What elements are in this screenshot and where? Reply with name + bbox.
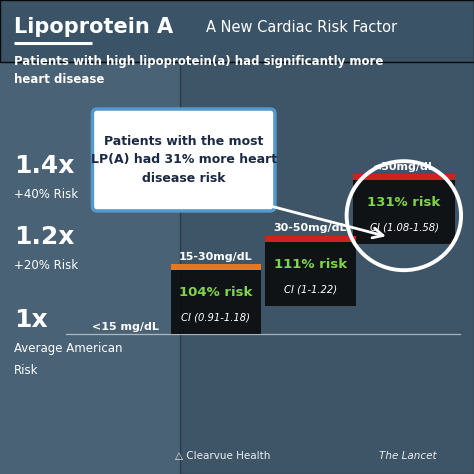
Text: 1x: 1x [14,308,48,332]
FancyBboxPatch shape [171,270,261,334]
Text: +20% Risk: +20% Risk [14,259,78,272]
FancyBboxPatch shape [0,0,474,62]
Text: Patients with high lipoprotein(a) had significantly more
heart disease: Patients with high lipoprotein(a) had si… [14,55,383,86]
Text: CI (0.91-1.18): CI (0.91-1.18) [181,312,250,322]
Text: 30-50mg/dL: 30-50mg/dL [273,223,347,234]
Text: 1.4x: 1.4x [14,154,74,178]
FancyBboxPatch shape [353,174,455,180]
Text: <15 mg/dL: <15 mg/dL [92,322,159,332]
FancyBboxPatch shape [353,180,455,244]
FancyBboxPatch shape [171,264,261,270]
FancyBboxPatch shape [180,57,474,474]
Text: <50mg/dL: <50mg/dL [373,162,436,172]
Text: CI (1.08-1.58): CI (1.08-1.58) [370,222,438,232]
Text: △ Clearvue Health: △ Clearvue Health [175,451,271,461]
Text: Patients with the most
LP(A) had 31% more heart
disease risk: Patients with the most LP(A) had 31% mor… [91,135,277,185]
Text: 1.2x: 1.2x [14,225,74,249]
Text: Lipoprotein A: Lipoprotein A [14,17,173,37]
Text: 104% risk: 104% risk [179,286,252,299]
Text: 131% risk: 131% risk [367,196,441,209]
Text: CI (1-1.22): CI (1-1.22) [284,284,337,294]
FancyBboxPatch shape [92,109,275,211]
Text: Average American: Average American [14,342,123,355]
Text: The Lancet: The Lancet [379,451,437,461]
Text: 15-30mg/dL: 15-30mg/dL [179,252,253,262]
Text: Risk: Risk [14,364,39,377]
Text: A New Cardiac Risk Factor: A New Cardiac Risk Factor [206,19,397,35]
FancyBboxPatch shape [265,236,356,242]
Text: +40% Risk: +40% Risk [14,188,78,201]
FancyBboxPatch shape [265,242,356,306]
Text: 111% risk: 111% risk [274,258,347,271]
